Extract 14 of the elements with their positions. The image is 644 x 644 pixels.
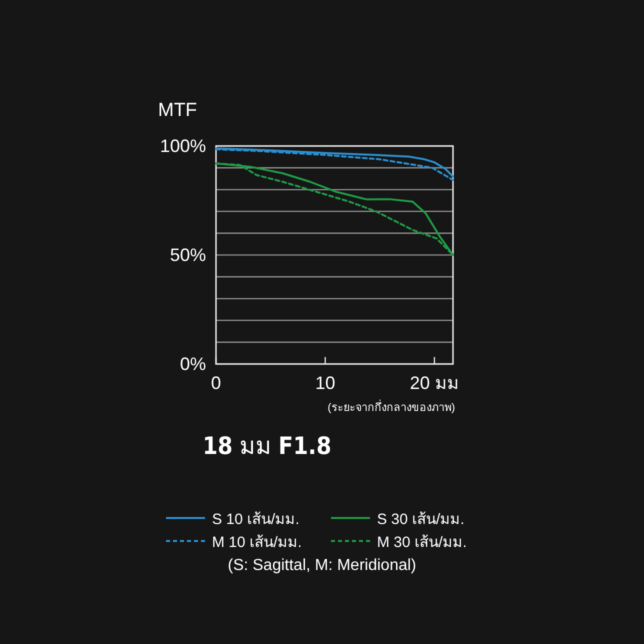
y-tick-label: 100%: [160, 136, 206, 156]
x-tick-label: 20 มม: [410, 373, 459, 393]
x-tick-label: 10: [315, 373, 336, 393]
x-axis-title: (ระยะจากกึ่งกลางของภาพ): [328, 399, 455, 414]
text: 18 มม F1.8: [202, 432, 332, 460]
x-tick-label: 0: [210, 373, 222, 393]
legend-label: M 10 เส้น/มม.: [212, 534, 302, 551]
text: (S: Sagittal, M: Meridional): [228, 557, 416, 574]
y-tick-label: 0%: [180, 354, 206, 374]
y-axis-title: MTF: [158, 100, 198, 121]
legend-label: S 30 เส้น/มม.: [377, 511, 464, 528]
legend-label: S 10 เส้น/มม.: [212, 511, 300, 528]
y-tick-label: 50%: [170, 245, 206, 265]
legend-label: M 30 เส้น/มม.: [377, 534, 467, 551]
